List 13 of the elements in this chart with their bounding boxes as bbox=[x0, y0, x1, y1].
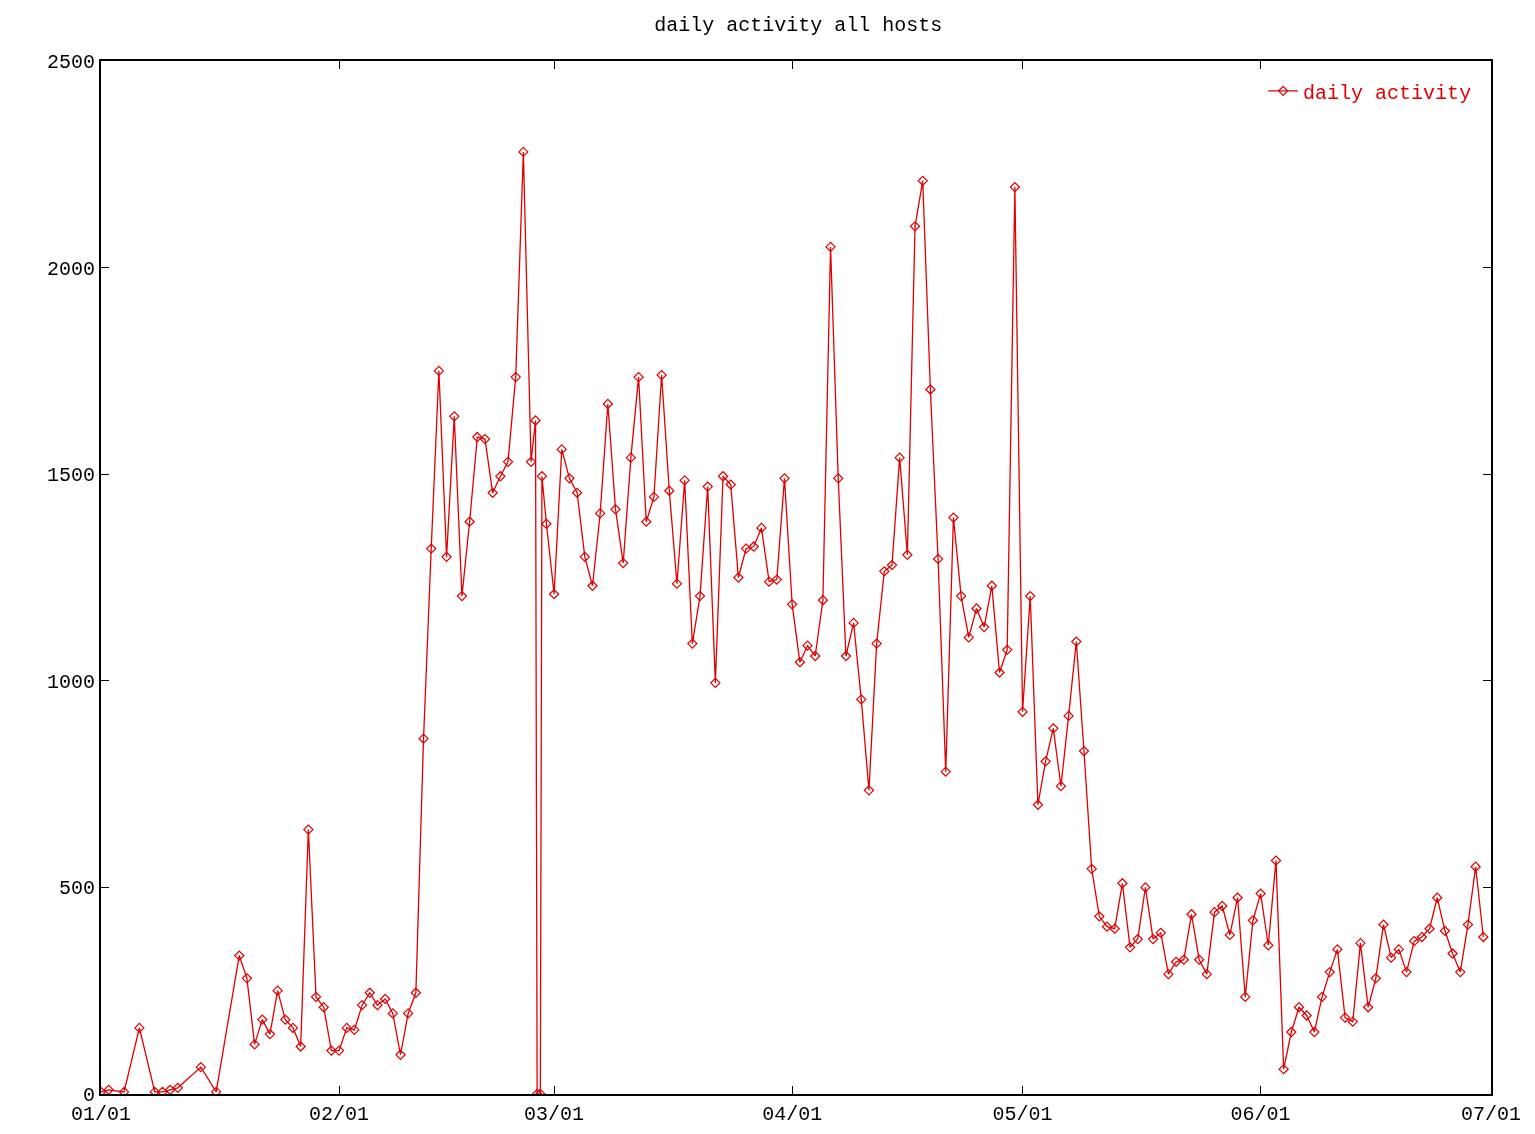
x-tick-label: 05/01 bbox=[992, 1103, 1053, 1126]
x-tick-label: 06/01 bbox=[1230, 1103, 1291, 1126]
x-tick-label: 07/01 bbox=[1460, 1103, 1522, 1126]
y-tick-label: 500 bbox=[58, 877, 95, 901]
y-tick-label: 2000 bbox=[46, 257, 95, 281]
x-tick-label: 03/01 bbox=[524, 1103, 585, 1126]
chart-title: daily activity all hosts bbox=[654, 14, 943, 38]
x-tick-label: 02/01 bbox=[309, 1103, 370, 1126]
legend-label: daily activity bbox=[1303, 81, 1472, 105]
y-tick-label: 2500 bbox=[46, 51, 95, 74]
y-tick-label: 1000 bbox=[46, 670, 95, 694]
y-tick-label: 1500 bbox=[46, 464, 95, 488]
x-tick-label: 04/01 bbox=[762, 1103, 823, 1126]
